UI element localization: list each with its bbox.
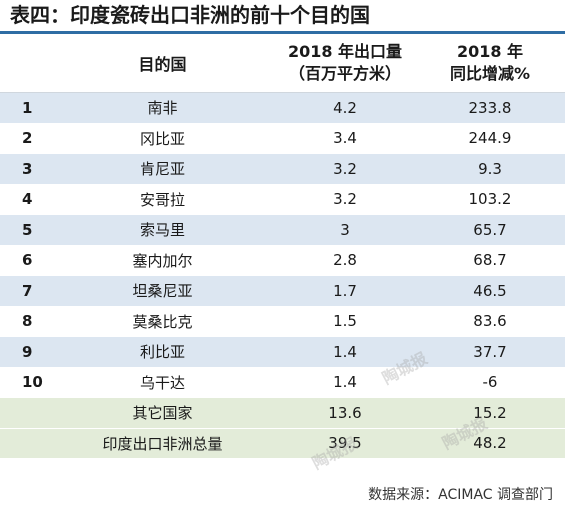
export-cell: 3 xyxy=(340,220,350,239)
export-cell: 3.4 xyxy=(333,129,357,148)
export-cell: 1.5 xyxy=(333,312,357,331)
country-cell: 安哥拉 xyxy=(139,190,185,209)
header-export-line1: 2018 年出口量 xyxy=(287,42,403,61)
rank-cell: 5 xyxy=(22,220,33,239)
rank-cell xyxy=(0,398,50,428)
table-row: 8 莫桑比克 1.5 83.6 xyxy=(0,306,565,337)
table-row-others: 其它国家 13.6 15.2 xyxy=(0,398,565,429)
export-cell: 13.6 xyxy=(328,403,362,422)
rank-cell: 8 xyxy=(22,312,33,331)
export-cell: 2.8 xyxy=(333,251,357,270)
rank-cell: 1 xyxy=(22,98,33,117)
country-cell: 冈比亚 xyxy=(139,129,185,148)
country-cell: 乌干达 xyxy=(139,373,185,392)
rank-cell: 7 xyxy=(22,281,33,300)
table-header: 目的国 2018 年出口量 （百万平方米） 2018 年 同比增减% xyxy=(0,34,565,93)
rank-cell: 10 xyxy=(22,373,43,392)
growth-cell: -6 xyxy=(482,373,498,392)
growth-cell: 46.5 xyxy=(473,281,507,300)
header-growth-line1: 2018 年 xyxy=(456,42,524,61)
country-cell: 莫桑比克 xyxy=(132,312,193,331)
table-row: 1 南非 4.2 233.8 xyxy=(0,93,565,124)
rank-cell xyxy=(0,429,50,459)
header-country: 目的国 xyxy=(138,55,187,74)
growth-cell: 83.6 xyxy=(473,312,507,331)
header-growth-line2: 同比增减% xyxy=(449,64,531,83)
export-cell: 3.2 xyxy=(333,190,357,209)
growth-cell: 15.2 xyxy=(473,403,507,422)
header-growth: 2018 年 同比增减% xyxy=(415,34,565,92)
country-cell: 其它国家 xyxy=(132,404,193,423)
table-row: 4 安哥拉 3.2 103.2 xyxy=(0,184,565,215)
table-row: 5 索马里 3 65.7 xyxy=(0,215,565,246)
country-cell: 利比亚 xyxy=(139,343,185,362)
table-row: 3 肯尼亚 3.2 9.3 xyxy=(0,154,565,185)
country-cell: 坦桑尼亚 xyxy=(132,282,193,301)
rank-cell: 6 xyxy=(22,251,33,270)
export-cell: 1.7 xyxy=(333,281,357,300)
export-cell: 3.2 xyxy=(333,159,357,178)
header-rank xyxy=(0,34,50,92)
table-title: 表四：印度瓷砖出口非洲的前十个目的国 xyxy=(0,0,565,34)
rank-cell: 9 xyxy=(22,342,33,361)
source-note: 数据来源：ACIMAC 调查部门 xyxy=(368,487,553,503)
country-cell: 索马里 xyxy=(139,221,185,240)
export-cell: 4.2 xyxy=(333,98,357,117)
growth-cell: 65.7 xyxy=(473,220,507,239)
growth-cell: 37.7 xyxy=(473,342,507,361)
country-cell: 南非 xyxy=(147,99,178,118)
header-export-line2: （百万平方米） xyxy=(288,64,401,83)
rank-cell: 2 xyxy=(22,129,33,148)
growth-cell: 103.2 xyxy=(468,190,512,209)
country-cell: 肯尼亚 xyxy=(139,160,185,179)
growth-cell: 48.2 xyxy=(473,434,507,453)
growth-cell: 68.7 xyxy=(473,251,507,270)
export-cell: 39.5 xyxy=(328,434,362,453)
table-row: 9 利比亚 1.4 37.7 xyxy=(0,337,565,368)
export-cell: 1.4 xyxy=(333,373,357,392)
country-cell: 印度出口非洲总量 xyxy=(102,434,223,453)
table-row: 7 坦桑尼亚 1.7 46.5 xyxy=(0,276,565,307)
country-cell: 塞内加尔 xyxy=(132,251,193,270)
table-row: 10 乌干达 1.4 -6 xyxy=(0,367,565,398)
header-export: 2018 年出口量 （百万平方米） xyxy=(275,34,415,92)
table-row: 6 塞内加尔 2.8 68.7 xyxy=(0,245,565,276)
export-cell: 1.4 xyxy=(333,342,357,361)
rank-cell: 4 xyxy=(22,190,33,209)
growth-cell: 244.9 xyxy=(468,129,512,148)
growth-cell: 233.8 xyxy=(468,98,512,117)
data-table: 目的国 2018 年出口量 （百万平方米） 2018 年 同比增减% 1 南非 … xyxy=(0,34,565,459)
table-row-total: 印度出口非洲总量 39.5 48.2 xyxy=(0,428,565,459)
growth-cell: 9.3 xyxy=(478,159,502,178)
table-row: 2 冈比亚 3.4 244.9 xyxy=(0,123,565,154)
rank-cell: 3 xyxy=(22,159,33,178)
